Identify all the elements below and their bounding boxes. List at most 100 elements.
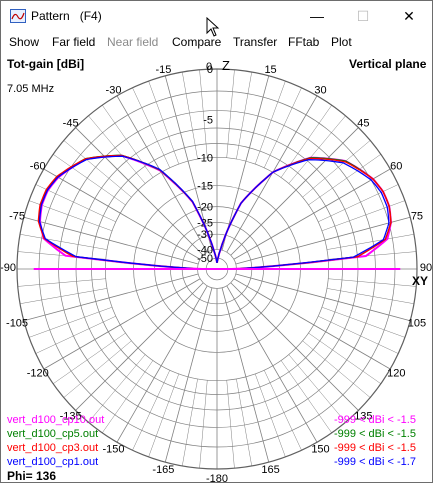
grid-spoke <box>254 373 286 458</box>
grid-spoke <box>53 332 126 384</box>
grid-spoke <box>308 154 381 206</box>
grid-spoke <box>132 87 171 168</box>
grid-spoke <box>236 378 252 467</box>
legend-value-cp1: -999 < dBi < -1.7 <box>334 456 416 468</box>
angle-label: 105 <box>408 318 426 330</box>
grid-spoke <box>43 168 201 260</box>
angle-label: -165 <box>152 464 174 476</box>
menu-far-field[interactable]: Far field <box>52 35 96 49</box>
ring-labels: 0-5-10-15-20-25-30-40-50 <box>197 64 213 265</box>
menu-near-field[interactable]: Near field <box>107 35 159 49</box>
grid-spoke <box>233 278 391 370</box>
grid-spoke <box>102 105 154 178</box>
grid-spoke <box>321 200 406 232</box>
angle-label: -90 <box>1 262 16 274</box>
grid-spoke <box>63 140 132 198</box>
grid-spoke <box>28 200 113 232</box>
xy-axis-label: XY <box>412 274 429 288</box>
ring-label: -40 <box>197 245 213 257</box>
maximize-icon: ☐ <box>356 7 370 24</box>
grid-spoke <box>199 380 208 469</box>
plane-label: Vertical plane <box>349 57 427 71</box>
grid-spoke <box>226 285 318 443</box>
grid-spoke <box>328 278 417 287</box>
angle-label: -60 <box>30 161 46 173</box>
legend-file-cp5: vert_d100_cp5.out <box>7 428 99 440</box>
grid-spoke <box>164 287 213 463</box>
ring-label: -15 <box>197 181 213 193</box>
close-button[interactable]: ✕ <box>386 1 432 31</box>
maximize-button[interactable]: ☐ <box>340 1 386 31</box>
angle-label: 165 <box>261 464 279 476</box>
angle-label: -30 <box>106 85 122 97</box>
grid-spoke <box>233 168 391 260</box>
angle-label: -45 <box>63 118 79 130</box>
legend-value-cp5: -999 < dBi < -1.5 <box>334 428 416 440</box>
minimize-button[interactable]: — <box>294 1 340 31</box>
ring-label: 0 <box>207 64 213 76</box>
menu-fftab[interactable]: FFtab <box>288 35 320 49</box>
angle-label: -15 <box>155 64 171 76</box>
grid-spoke <box>19 234 108 250</box>
grid-spoke <box>318 315 399 354</box>
grid-spoke <box>230 282 359 411</box>
grid-spoke <box>53 154 126 206</box>
grid-spoke <box>63 340 132 398</box>
grid-spoke <box>116 285 208 443</box>
pattern-app-icon <box>10 9 26 23</box>
grid-spoke <box>102 360 154 433</box>
pattern-series <box>33 154 401 270</box>
grid-ring <box>16 68 418 470</box>
polar-plot-area[interactable]: 0 -5 -10 -15 -20 -25 -30 -40 -50 0 15 30 45 60 75 90 10… <box>1 53 432 483</box>
grid-spoke <box>23 273 199 322</box>
legend-file-cp3: vert_d100_cp3.out <box>7 442 99 454</box>
z-axis-label: Z <box>222 58 230 73</box>
grid-spoke <box>23 216 199 265</box>
grid-spoke <box>263 87 302 168</box>
grid-spoke <box>28 306 113 338</box>
angle-label: 135 <box>354 410 372 422</box>
grid-spoke <box>288 354 346 423</box>
grid-spoke <box>302 140 371 198</box>
menu-compare[interactable]: Compare <box>172 35 222 49</box>
grid-spoke <box>235 216 411 265</box>
grid-spoke <box>226 69 235 158</box>
close-icon: ✕ <box>403 7 415 24</box>
grid-spoke <box>19 288 108 304</box>
grid-spoke <box>226 380 235 469</box>
angle-label: 0 <box>206 61 212 73</box>
grid-spoke <box>308 332 381 384</box>
phi-label: Phi= 136 <box>7 469 57 483</box>
menu-plot[interactable]: Plot <box>331 35 352 49</box>
angle-label: -150 <box>102 443 124 455</box>
angle-label: 75 <box>411 210 423 222</box>
grid-spoke <box>182 71 198 160</box>
grid-spoke <box>236 71 252 160</box>
grid-spoke <box>148 373 180 458</box>
grid-spoke <box>88 354 146 423</box>
mouse-cursor-icon <box>206 17 220 37</box>
grid-spoke <box>35 184 116 223</box>
gain-axis-label: Tot-gain [dBi] <box>7 57 85 71</box>
grid-spoke <box>254 80 286 165</box>
grid-spoke <box>230 127 359 256</box>
legend-file-cp10: vert_d100_cp10.out <box>7 414 105 426</box>
angle-label: -120 <box>27 368 49 380</box>
polar-chart[interactable]: 0-5-10-15-20-25-30-40-50 0 15304560759010… <box>1 53 432 483</box>
grid-spoke <box>302 340 371 398</box>
grid-spoke <box>35 315 116 354</box>
angle-label: 30 <box>314 85 326 97</box>
angle-label: -135 <box>60 410 82 422</box>
angle-label: -75 <box>9 210 25 222</box>
angle-label: 45 <box>357 118 369 130</box>
menu-transfer[interactable]: Transfer <box>233 35 278 49</box>
menu-show[interactable]: Show <box>9 35 40 49</box>
grid-spoke <box>321 306 406 338</box>
legend-value-cp3: -999 < dBi < -1.5 <box>334 442 416 454</box>
ring-label: -10 <box>197 152 213 164</box>
angle-label: -105 <box>6 318 28 330</box>
grid-spoke <box>280 360 332 433</box>
grid-spoke <box>75 127 204 256</box>
grid-spoke <box>199 69 208 158</box>
